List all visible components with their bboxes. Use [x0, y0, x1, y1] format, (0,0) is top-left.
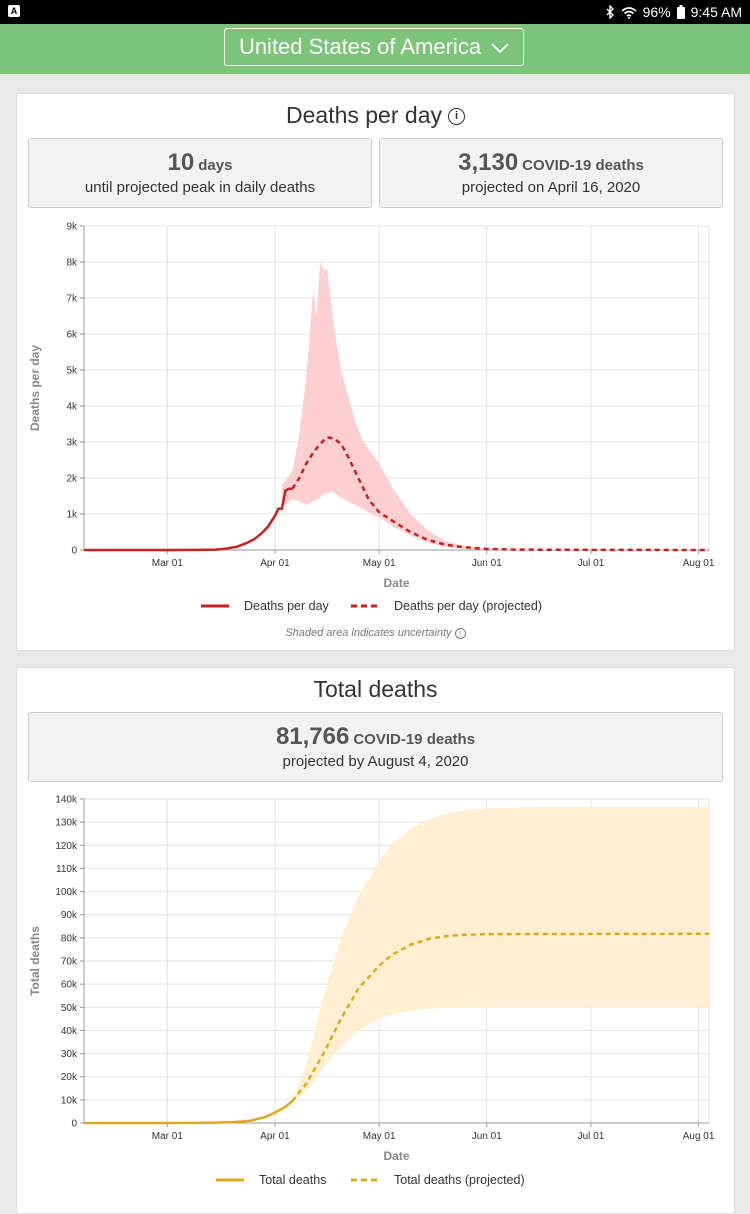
country-selector[interactable]: United States of America [224, 28, 524, 66]
clock: 9:45 AM [690, 4, 742, 20]
x-tick-label: May 01 [363, 1131, 396, 1142]
x-axis-title: Date [383, 1149, 409, 1163]
legend-label: Total deaths (projected) [394, 1173, 525, 1187]
y-tick-label: 7k [66, 294, 78, 305]
y-tick-label: 10k [61, 1095, 78, 1106]
y-tick-label: 5k [66, 366, 78, 377]
peak-deaths-value: 3,130 [458, 149, 519, 176]
x-tick-label: Mar 01 [152, 558, 184, 569]
x-axis-title: Date [383, 576, 409, 590]
bluetooth-icon [606, 5, 614, 19]
peak-days-value: 10 [167, 149, 195, 176]
y-tick-label: 9k [66, 222, 78, 233]
y-axis-title: Deaths per day [28, 345, 42, 431]
peak-deaths-stat: 3,130 COVID-19 deaths projected on April … [379, 138, 723, 208]
peak-days-caption: until projected peak in daily deaths [84, 179, 316, 196]
total-deaths-chart: 0 10k 20k 30k 40k 50k 60k 70k 80k 90k 100k 110k 120k… [28, 795, 715, 1188]
battery-icon [676, 5, 685, 19]
info-icon[interactable]: i [447, 108, 465, 126]
y-tick-label: 0 [71, 546, 77, 557]
y-tick-label: 50k [61, 1003, 78, 1014]
y-tick-label: 60k [61, 980, 78, 991]
y-tick-label: 70k [61, 957, 78, 968]
x-tick-label: Jul 01 [578, 558, 605, 569]
y-tick-label: 20k [61, 1072, 78, 1083]
y-tick-label: 100k [55, 887, 78, 898]
projected-series-line [291, 932, 710, 1102]
peak-days-stat: 10 days until projected peak in daily dea… [28, 138, 372, 208]
peak-deaths-caption: projected on April 16, 2020 [461, 179, 641, 196]
projected-series-line [291, 436, 710, 552]
legend-label: Deaths per day [244, 599, 330, 613]
uncertainty-note: Shaded area indicates uncertainty i [17, 627, 734, 639]
observed-series-line [84, 1100, 294, 1125]
total-deaths-title: Total deaths [313, 676, 438, 702]
total-deaths-card: Total deaths 81,766 COVID-19 deaths proje… [16, 667, 735, 1214]
peak-days-unit: days [198, 157, 233, 174]
y-tick-label: 80k [61, 933, 78, 944]
y-tick-label: 1k [66, 510, 78, 521]
x-tick-label: Jun 01 [472, 558, 502, 569]
uncertainty-band [292, 807, 709, 1103]
y-tick-label: 90k [61, 910, 78, 921]
peak-deaths-unit: COVID-19 deaths [522, 157, 644, 174]
x-tick-label: Jun 01 [472, 1131, 502, 1142]
wifi-icon [621, 6, 637, 19]
y-tick-label: 40k [61, 1026, 78, 1037]
uncertainty-band [281, 262, 709, 550]
y-tick-label: 140k [55, 795, 78, 806]
battery-percent: 96% [642, 4, 671, 20]
observed-series-line [84, 487, 293, 552]
y-tick-label: 0 [71, 1119, 77, 1130]
x-tick-label: May 01 [363, 558, 396, 569]
y-tick-label: 130k [55, 818, 78, 829]
x-tick-label: Aug 01 [683, 558, 715, 569]
app-notification-icon: A [8, 5, 20, 17]
y-tick-label: 3k [66, 438, 78, 449]
country-selector-label: United States of America [238, 34, 482, 59]
y-tick-label: 8k [66, 258, 78, 269]
status-bar: A 96% 9:45 AM [0, 0, 750, 24]
y-tick-label: 30k [61, 1049, 78, 1060]
x-tick-label: Apr 01 [260, 558, 290, 569]
total-deaths-stat: 81,766 COVID-19 deaths projected by Augus… [28, 712, 723, 782]
legend-label: Deaths per day (projected) [394, 599, 542, 613]
chevron-down-icon [491, 43, 509, 54]
x-tick-label: Aug 01 [683, 1131, 715, 1142]
y-tick-label: 120k [55, 841, 78, 852]
deaths-per-day-chart: 0 1k 2k 3k 4k 5k 6k 7k 8k 9k Mar 01 Apr 01 May 01 Jun… [28, 222, 715, 614]
legend-label: Total deaths [259, 1173, 326, 1187]
total-deaths-value: 81,766 [275, 723, 350, 750]
y-tick-label: 6k [66, 330, 78, 341]
y-tick-label: 4k [66, 402, 78, 413]
x-tick-label: Jul 01 [578, 1131, 605, 1142]
y-tick-label: 2k [66, 474, 78, 485]
x-tick-label: Apr 01 [260, 1131, 290, 1142]
x-tick-label: Mar 01 [152, 1131, 184, 1142]
total-deaths-caption: projected by August 4, 2020 [282, 753, 469, 770]
deaths-per-day-card: Deaths per day i 10 days until projected p… [16, 93, 735, 651]
y-axis-title: Total deaths [28, 926, 42, 996]
total-deaths-unit: COVID-19 deaths [353, 731, 476, 748]
info-icon[interactable]: i [454, 627, 466, 639]
y-tick-label: 110k [56, 864, 78, 875]
app-header: United States of America [0, 24, 750, 74]
deaths-per-day-title: Deaths per day i [17, 102, 734, 129]
